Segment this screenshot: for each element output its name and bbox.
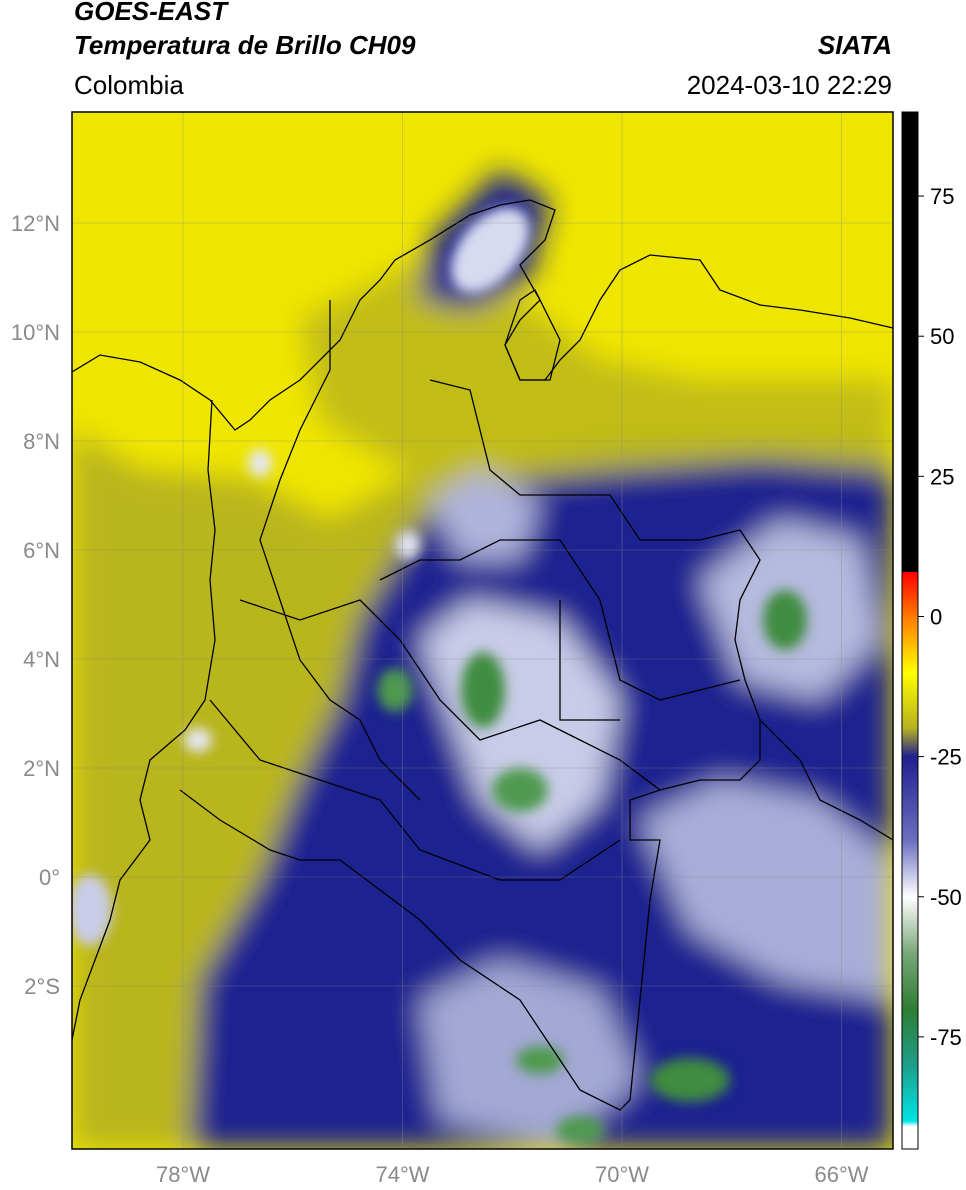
latitude-tick-label: 2°N [23, 756, 60, 781]
satellite-title: GOES-EAST [74, 0, 228, 26]
organization-label: SIATA [817, 30, 892, 60]
longitude-tick-label: 66°W [814, 1162, 868, 1187]
caribbean-coastline [72, 199, 893, 431]
graticule [72, 112, 893, 1149]
cold-top-green-4 [763, 590, 807, 650]
latitude-tick-label: 8°N [23, 429, 60, 454]
dept-boundaries-3 [239, 599, 661, 791]
product-title: Temperatura de Brillo CH09 [74, 30, 416, 60]
cold-top-light-2 [248, 449, 272, 477]
colorbar-tick-label: -75 [930, 1025, 962, 1050]
longitude-tick-label: 70°W [595, 1162, 649, 1187]
colorbar-tick-label: 0 [930, 604, 942, 629]
cold-top-light-3 [184, 728, 212, 752]
longitude-tick-label: 78°W [156, 1162, 210, 1187]
cold-top-green-2 [492, 768, 548, 812]
latitude-tick-label: 4°N [23, 647, 60, 672]
cold-top-green-7 [556, 1116, 604, 1144]
colorbar-tick-label: -50 [930, 885, 962, 910]
cold-top-light-5 [396, 531, 420, 559]
colorbar-tick-label: 25 [930, 464, 954, 489]
cold-top-light-4 [72, 874, 112, 946]
cold-top-light-1 [450, 207, 530, 293]
colorbar [901, 111, 919, 1150]
dept-boundaries-4 [209, 699, 621, 881]
colombia-peru-ecuador-border [179, 789, 581, 1091]
colorbar-ticks: 75 50 25 0 -25 -50 -75 [918, 184, 962, 1050]
longitude-tick-label: 74°W [375, 1162, 429, 1187]
dept-boundaries-5 [559, 600, 620, 721]
colombia-brazil-border [579, 789, 661, 1111]
cold-top-green-6 [516, 1046, 564, 1074]
map-frame [71, 111, 894, 1150]
colorbar-tick-label: 75 [930, 184, 954, 209]
latitude-ticks: 12°N 10°N 8°N 6°N 4°N 2°N 0° 2°S [11, 211, 60, 999]
colorbar-tick-label: -25 [930, 745, 962, 770]
olive-band-upper [300, 260, 893, 480]
colorbar-tick-label: 50 [930, 324, 954, 349]
light-cloud-southeast [640, 780, 893, 1000]
cold-top-green-3 [377, 668, 413, 712]
colombia-venezuela-border [429, 379, 761, 791]
latitude-tick-label: 6°N [23, 538, 60, 563]
cold-top-green-1 [461, 652, 505, 728]
timestamp-label: 2024-03-10 22:29 [686, 70, 892, 100]
pacific-coastline [72, 399, 216, 1041]
cold-top-green-5 [650, 1058, 730, 1102]
latitude-tick-label: 12°N [11, 211, 60, 236]
dept-boundaries-1 [259, 300, 421, 801]
light-cloud-northeast [430, 470, 540, 560]
latitude-tick-label: 0° [39, 865, 60, 890]
region-label: Colombia [74, 70, 184, 100]
latitude-tick-label: 2°S [24, 974, 60, 999]
imagery-layer [72, 112, 893, 1149]
latitude-tick-label: 10°N [11, 320, 60, 345]
coastlines-borders [72, 199, 893, 1111]
lake-maracaibo [504, 289, 561, 381]
dept-boundaries-2 [379, 539, 741, 701]
longitude-ticks: 78°W 74°W 70°W 66°W [156, 1162, 869, 1187]
brazil-venezuela-border [759, 719, 893, 841]
